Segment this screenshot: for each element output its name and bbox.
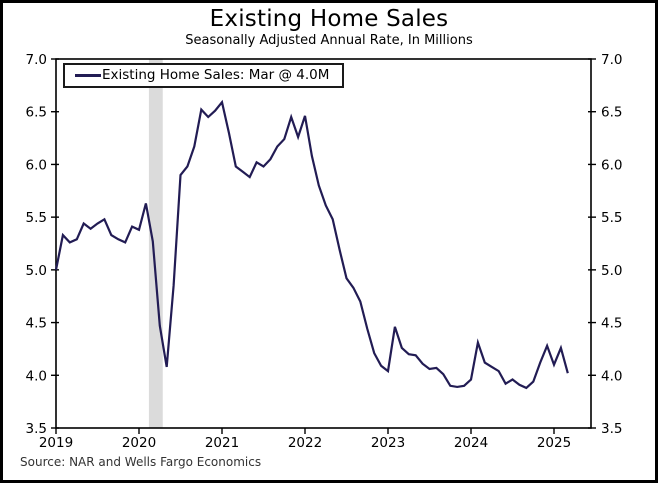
chart-subtitle: Seasonally Adjusted Annual Rate, In Mill… — [185, 33, 473, 48]
series-line-swatch-icon — [75, 73, 101, 77]
x-axis-label: 2022 — [288, 435, 322, 451]
y-axis-label-right: 5.0 — [601, 263, 622, 279]
y-axis-label-left: 3.5 — [26, 421, 47, 437]
recession-band — [148, 59, 163, 428]
source-text: Source: NAR and Wells Fargo Economics — [20, 455, 262, 469]
x-axis-label: 2020 — [122, 435, 156, 451]
y-axis-label-left: 4.0 — [26, 368, 47, 384]
chart-title: Existing Home Sales — [209, 6, 449, 32]
legend-box: Existing Home Sales: Mar @ 4.0M — [63, 63, 345, 88]
y-axis-label-right: 5.5 — [601, 210, 622, 226]
y-axis-label-right: 3.5 — [601, 421, 622, 437]
plot-border — [55, 58, 592, 429]
x-axis-label: 2023 — [371, 435, 405, 451]
y-axis-label-left: 4.5 — [26, 316, 47, 332]
x-axis-label: 2024 — [454, 435, 488, 451]
y-axis-label-right: 7.0 — [601, 52, 622, 68]
y-axis-label-right: 6.0 — [601, 157, 622, 173]
y-axis-label-left: 6.0 — [26, 157, 47, 173]
y-axis-label-left: 5.5 — [26, 210, 47, 226]
y-axis-label-right: 4.0 — [601, 368, 622, 384]
y-axis-label-left: 7.0 — [26, 52, 47, 68]
x-axis-label: 2025 — [537, 435, 571, 451]
y-axis-label-right: 4.5 — [601, 316, 622, 332]
legend-label: Existing Home Sales: Mar @ 4.0M — [102, 67, 330, 83]
plot-area: 3.5 3.5 4.0 4.0 4.5 4.5 5.0 5.0 5.5 5.5 6.0 6.0 6.5 6… — [26, 52, 623, 451]
sales-line — [54, 99, 569, 390]
x-axis-label: 2019 — [39, 435, 73, 451]
y-axis-label-right: 6.5 — [601, 105, 622, 121]
x-axis-label: 2021 — [205, 435, 239, 451]
y-axis-label-left: 5.0 — [26, 263, 47, 279]
y-axis-label-left: 6.5 — [26, 105, 47, 121]
